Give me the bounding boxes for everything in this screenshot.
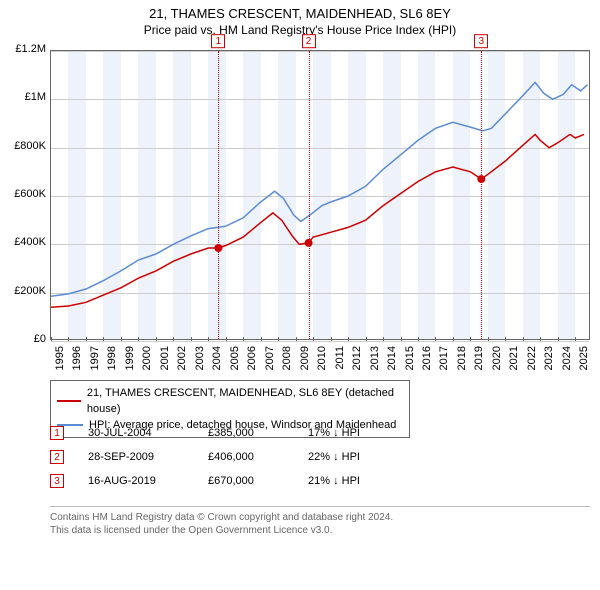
legend-label: 21, THAMES CRESCENT, MAIDENHEAD, SL6 8EY… (87, 385, 403, 417)
series-property (51, 134, 584, 307)
sale-marker-badge: 2 (302, 34, 316, 48)
x-tick-label: 1998 (106, 346, 118, 376)
y-tick-label: £1.2M (6, 43, 46, 55)
sale-marker-line (309, 51, 310, 339)
x-tick-label: 2024 (561, 346, 573, 376)
x-tick-label: 2016 (421, 346, 433, 376)
x-tick-label: 2018 (456, 346, 468, 376)
x-tick-label: 2007 (264, 346, 276, 376)
x-tick-label: 2004 (211, 346, 223, 376)
x-tick-label: 2021 (508, 346, 520, 376)
x-tick-label: 2017 (438, 346, 450, 376)
attribution-line: This data is licensed under the Open Gov… (50, 524, 590, 537)
sale-row-badge: 3 (50, 474, 64, 488)
x-tick-label: 2011 (334, 346, 346, 376)
y-tick-label: £400K (6, 236, 46, 248)
sale-marker-badge: 3 (474, 34, 488, 48)
sale-price: £670,000 (208, 475, 308, 487)
sale-marker-line (481, 51, 482, 339)
x-tick-label: 2013 (369, 346, 381, 376)
x-tick-label: 2012 (351, 346, 363, 376)
chart-svg (51, 51, 591, 341)
sale-row-badge: 2 (50, 450, 64, 464)
x-tick-label: 2008 (281, 346, 293, 376)
x-tick-label: 2019 (473, 346, 485, 376)
sale-marker-badge: 1 (211, 34, 225, 48)
sale-pct-vs-hpi: 17% ↓ HPI (308, 427, 418, 439)
x-tick-label: 2000 (141, 346, 153, 376)
x-tick-label: 2014 (386, 346, 398, 376)
gridline-h (51, 341, 589, 342)
chart-plot-area: 123 (50, 50, 590, 340)
y-tick-label: £200K (6, 285, 46, 297)
x-tick-label: 2025 (578, 346, 590, 376)
x-tick-label: 2022 (526, 346, 538, 376)
legend-item: 21, THAMES CRESCENT, MAIDENHEAD, SL6 8EY… (57, 385, 403, 417)
sale-row: 2 28-SEP-2009£406,00022% ↓ HPI (50, 450, 418, 464)
sale-row: 1 30-JUL-2004£385,00017% ↓ HPI (50, 426, 418, 440)
chart-title: 21, THAMES CRESCENT, MAIDENHEAD, SL6 8EY (0, 0, 600, 21)
attribution: Contains HM Land Registry data © Crown c… (50, 506, 590, 537)
x-tick-label: 2001 (159, 346, 171, 376)
x-tick-label: 2010 (316, 346, 328, 376)
sale-pct-vs-hpi: 21% ↓ HPI (308, 475, 418, 487)
sale-price: £385,000 (208, 427, 308, 439)
y-tick-label: £0 (6, 333, 46, 345)
sale-row: 3 16-AUG-2019£670,00021% ↓ HPI (50, 474, 418, 488)
chart-subtitle: Price paid vs. HM Land Registry's House … (0, 21, 600, 41)
x-tick-label: 1996 (71, 346, 83, 376)
sale-marker-line (218, 51, 219, 339)
x-tick-label: 2023 (543, 346, 555, 376)
series-hpi (51, 82, 588, 296)
x-tick-label: 2009 (299, 346, 311, 376)
x-tick-label: 2003 (194, 346, 206, 376)
y-tick-label: £1M (6, 91, 46, 103)
attribution-line: Contains HM Land Registry data © Crown c… (50, 511, 590, 524)
y-tick-label: £600K (6, 188, 46, 200)
x-tick-label: 2020 (491, 346, 503, 376)
sale-date: 28-SEP-2009 (88, 451, 208, 463)
legend-swatch (57, 400, 81, 402)
sale-date: 16-AUG-2019 (88, 475, 208, 487)
x-tick-label: 1995 (54, 346, 66, 376)
x-tick-label: 2015 (404, 346, 416, 376)
sale-date: 30-JUL-2004 (88, 427, 208, 439)
sale-pct-vs-hpi: 22% ↓ HPI (308, 451, 418, 463)
sale-price: £406,000 (208, 451, 308, 463)
x-tick-label: 2002 (176, 346, 188, 376)
x-tick-label: 2005 (229, 346, 241, 376)
sale-row-badge: 1 (50, 426, 64, 440)
x-tick-label: 1997 (89, 346, 101, 376)
y-tick-label: £800K (6, 140, 46, 152)
x-tick-label: 1999 (124, 346, 136, 376)
x-tick-label: 2006 (246, 346, 258, 376)
